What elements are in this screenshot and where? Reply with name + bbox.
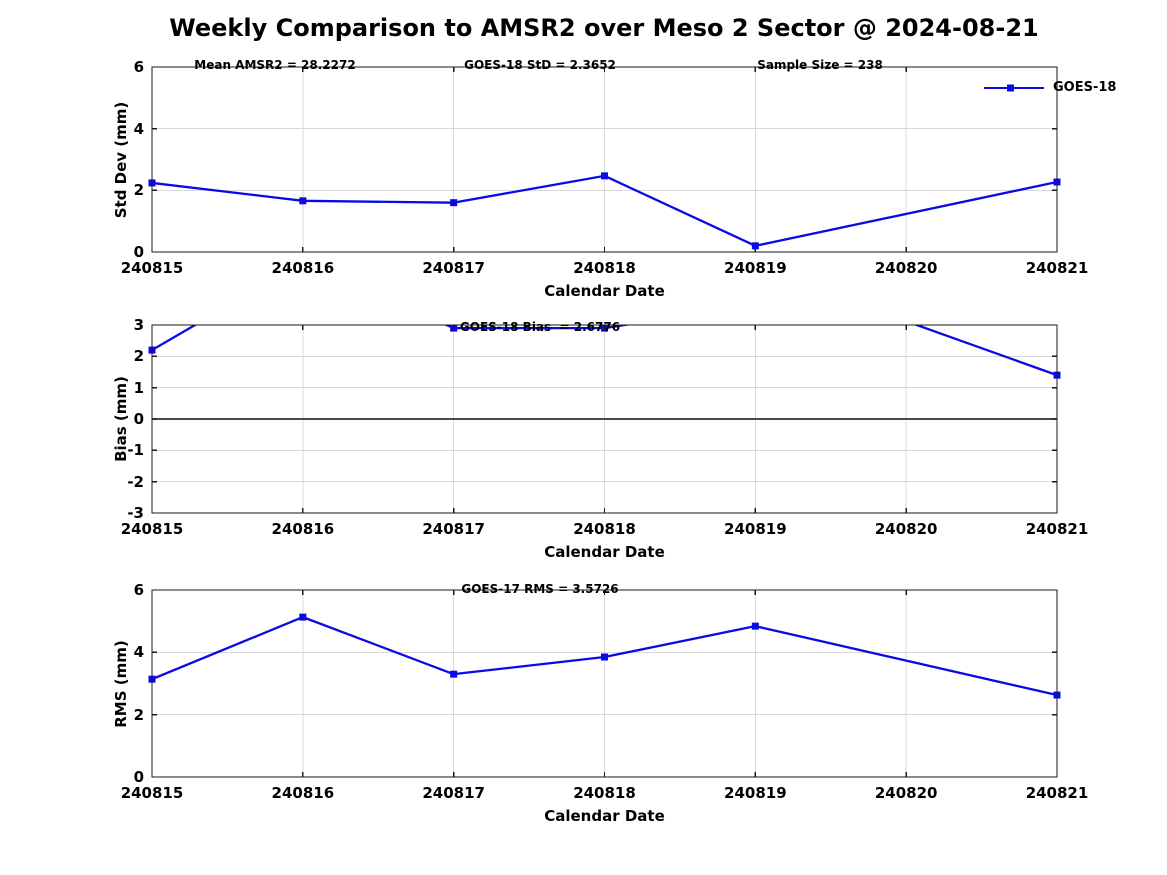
bias-x-axis-label: Calendar Date bbox=[544, 543, 665, 561]
x-tick-label: 240820 bbox=[874, 520, 938, 538]
stddev-plot: Std Dev (mm) Calendar Date Mean AMSR2 = … bbox=[112, 58, 1088, 300]
x-tick-label: 240821 bbox=[1025, 784, 1089, 802]
x-tick-label: 240815 bbox=[120, 520, 184, 538]
x-tick-label: 240818 bbox=[573, 520, 636, 538]
rms-plot: RMS (mm) Calendar Date GOES-17 RMS = 3.5… bbox=[112, 581, 1088, 825]
rms-plot-canvas bbox=[148, 589, 1061, 778]
legend-square-marker-icon bbox=[1007, 84, 1014, 91]
x-tick-label: 240821 bbox=[1025, 520, 1089, 538]
bias-plot: Bias (mm) Calendar Date GOES-18 Bias = 2… bbox=[112, 316, 1088, 561]
x-tick-label: 240816 bbox=[271, 784, 335, 802]
y-tick-label: 6 bbox=[133, 58, 144, 76]
legend-line-sample bbox=[984, 84, 1044, 91]
y-tick-label: 2 bbox=[133, 705, 144, 724]
x-tick-label: 240818 bbox=[573, 784, 636, 802]
legend: GOES-18 bbox=[983, 80, 1116, 95]
x-tick-label: 240817 bbox=[422, 259, 485, 277]
y-tick-label: 6 bbox=[133, 581, 144, 599]
y-tick-label: 3 bbox=[133, 316, 144, 334]
y-tick-label: 0 bbox=[133, 768, 144, 786]
y-tick-label: 0 bbox=[133, 410, 144, 428]
x-tick-label: 240815 bbox=[120, 259, 184, 277]
annotation-goes18-std: GOES-18 StD = 2.3652 bbox=[464, 58, 616, 72]
x-tick-label: 240819 bbox=[724, 520, 787, 538]
x-tick-label: 240820 bbox=[874, 259, 938, 277]
y-tick-label: 1 bbox=[133, 378, 144, 397]
y-tick-label: 4 bbox=[133, 643, 144, 662]
x-tick-label: 240821 bbox=[1025, 259, 1089, 277]
x-tick-label: 240817 bbox=[422, 784, 485, 802]
stddev-x-axis-label: Calendar Date bbox=[544, 282, 665, 300]
y-tick-label: 2 bbox=[133, 347, 144, 366]
x-tick-label: 240820 bbox=[874, 784, 938, 802]
rms-x-axis-label: Calendar Date bbox=[544, 807, 665, 825]
y-tick-label: 4 bbox=[133, 119, 144, 138]
x-tick-label: 240819 bbox=[724, 259, 787, 277]
bias-plot-canvas bbox=[148, 324, 1061, 514]
y-tick-label: -2 bbox=[127, 472, 144, 491]
y-tick-label: -1 bbox=[127, 441, 144, 460]
x-tick-label: 240819 bbox=[724, 784, 787, 802]
x-tick-label: 240818 bbox=[573, 259, 636, 277]
x-tick-label: 240816 bbox=[271, 520, 335, 538]
y-tick-label: 0 bbox=[133, 243, 144, 261]
x-tick-label: 240817 bbox=[422, 520, 485, 538]
annotation-sample-size: Sample Size = 238 bbox=[757, 58, 883, 72]
annotation-goes18-bias: GOES-18 Bias = 2.6776 bbox=[459, 320, 621, 334]
x-tick-label: 240815 bbox=[120, 784, 184, 802]
legend-label: GOES-18 bbox=[1053, 80, 1117, 95]
annotation-goes17-rms: GOES-17 RMS = 3.5726 bbox=[461, 582, 619, 596]
figure-title: Weekly Comparison to AMSR2 over Meso 2 S… bbox=[169, 14, 1039, 42]
y-tick-label: 2 bbox=[133, 181, 144, 200]
stddev-plot-canvas bbox=[148, 66, 1061, 253]
y-tick-label: -3 bbox=[127, 504, 144, 522]
annotation-mean-amsr2: Mean AMSR2 = 28.2272 bbox=[194, 58, 356, 72]
x-tick-label: 240816 bbox=[271, 259, 335, 277]
